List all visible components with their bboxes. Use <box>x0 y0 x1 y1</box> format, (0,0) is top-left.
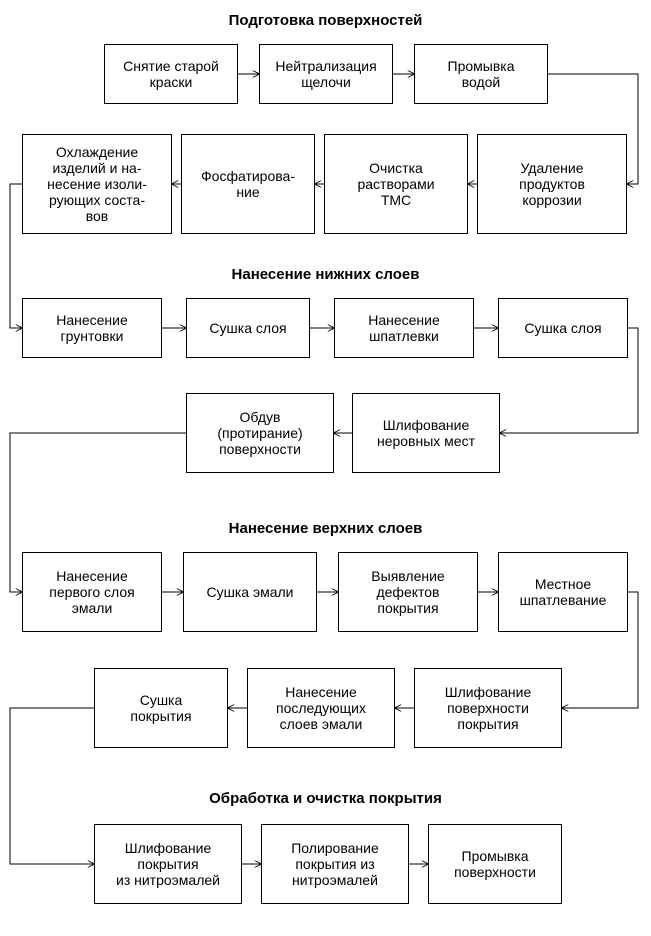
flowchart-node: Обдув(протирание)поверхности <box>186 393 334 473</box>
flowchart-node: Сушка эмали <box>183 552 317 632</box>
flowchart-node: Местноешпатлевание <box>498 552 628 632</box>
flowchart-node: Шлифованиепокрытияиз нитроэмалей <box>94 824 242 904</box>
flowchart-node: Шлифованиенеровных мест <box>352 393 500 473</box>
flowchart-node: Сушка слоя <box>186 298 310 358</box>
flowchart-node: Сушка слоя <box>498 298 628 358</box>
section-heading: Подготовка поверхностей <box>0 12 651 29</box>
flowchart-node: Промывкаповерхности <box>428 824 562 904</box>
flowchart-node: Полированиепокрытия изнитроэмалей <box>261 824 409 904</box>
flowchart-node: Промывкаводой <box>414 44 548 104</box>
flowchart-node: Выявлениедефектовпокрытия <box>338 552 478 632</box>
flowchart-node: ОчисткарастворамиТМС <box>324 134 468 234</box>
section-heading: Обработка и очистка покрытия <box>0 790 651 807</box>
flowchart-node: Сушкапокрытия <box>94 668 228 748</box>
flowchart-canvas: Подготовка поверхностей Нанесение нижних … <box>0 0 651 936</box>
flowchart-node: Нанесениешпатлевки <box>334 298 474 358</box>
flowchart-node: Охлаждениеизделий и на-несение изоли-рую… <box>22 134 172 234</box>
section-heading: Нанесение нижних слоев <box>0 266 651 283</box>
flowchart-node: Фосфатирова-ние <box>181 134 315 234</box>
flowchart-node: Нанесениепоследующихслоев эмали <box>247 668 395 748</box>
section-heading: Нанесение верхних слоев <box>0 520 651 537</box>
flowchart-node: Удалениепродуктовкоррозии <box>477 134 627 234</box>
flowchart-node: Снятие старойкраски <box>104 44 238 104</box>
flowchart-node: Шлифованиеповерхностипокрытия <box>414 668 562 748</box>
flowchart-node: Нанесениепервого слояэмали <box>22 552 162 632</box>
flowchart-node: Нанесениегрунтовки <box>22 298 162 358</box>
flowchart-node: Нейтрализациящелочи <box>259 44 393 104</box>
